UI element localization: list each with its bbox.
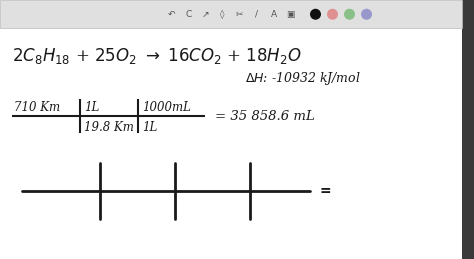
Text: =: =	[320, 184, 332, 198]
Text: C: C	[185, 10, 191, 19]
Circle shape	[310, 9, 321, 20]
Text: /: /	[255, 10, 258, 19]
Text: 19.8 Km: 19.8 Km	[84, 121, 134, 134]
Text: $2C_8H_{18}$ + $25O_2$ $\rightarrow$ $16CO_2$ + $18H_2O$: $2C_8H_{18}$ + $25O_2$ $\rightarrow$ $16…	[12, 46, 302, 67]
Text: ✂: ✂	[236, 10, 243, 19]
Text: ↗: ↗	[202, 10, 209, 19]
Circle shape	[327, 9, 338, 20]
Text: ▣: ▣	[286, 10, 295, 19]
Text: $\Delta H$: -10932 kJ/mol: $\Delta H$: -10932 kJ/mol	[245, 70, 361, 87]
Text: 1000mL: 1000mL	[142, 101, 191, 114]
Text: ◊: ◊	[220, 10, 225, 19]
Circle shape	[361, 9, 372, 20]
Text: 1L: 1L	[142, 121, 157, 134]
Text: 710 Km: 710 Km	[14, 101, 60, 114]
Circle shape	[344, 9, 355, 20]
Text: A: A	[271, 10, 276, 19]
Bar	[0, 0, 462, 28]
Text: 1L: 1L	[84, 101, 99, 114]
Bar	[462, 0, 474, 259]
Text: ↶: ↶	[168, 10, 175, 19]
Text: = 35 858.6 mL: = 35 858.6 mL	[215, 110, 315, 123]
